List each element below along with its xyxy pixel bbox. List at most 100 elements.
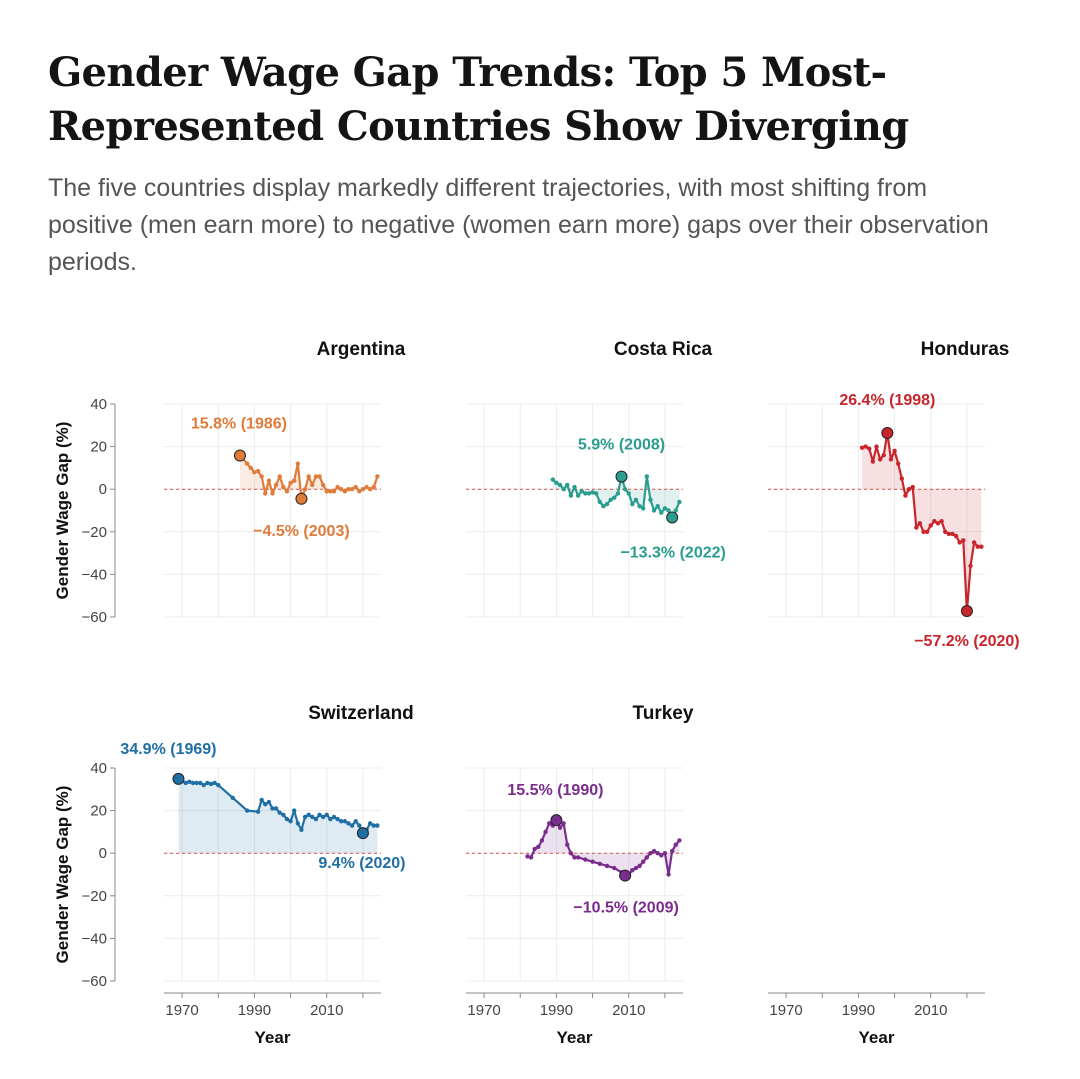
data-point [306,812,311,818]
data-point [281,812,286,818]
extreme-marker [619,869,632,882]
data-point [662,851,668,856]
data-point [557,825,563,830]
data-point [914,525,919,530]
annotation-label: −13.3% (2022) [620,545,725,562]
facet-title: Honduras [921,339,1010,360]
data-point [597,861,603,867]
y-tick-label: 40 [90,396,107,413]
y-tick-label: −20 [82,888,107,905]
data-point [677,838,682,843]
y-tick-label: −20 [82,524,107,541]
data-point [637,504,642,509]
data-point [270,491,275,496]
data-point [252,469,257,475]
data-point [187,779,192,785]
data-point [183,780,188,786]
data-point [943,529,948,534]
data-point [921,529,926,534]
panel-costa-rica: Costa Rica 5.9% (2008) −13.3% (2022) [466,339,726,562]
data-point [295,461,301,466]
data-point [331,489,337,494]
data-point [896,461,901,466]
extreme-marker [295,492,308,505]
data-point [266,478,272,483]
data-point [277,474,282,479]
extreme-marker [615,470,628,483]
data-point [586,491,592,496]
data-point [324,812,329,818]
data-point [957,540,962,545]
data-point [335,816,340,822]
data-point [208,781,214,787]
data-point [637,863,642,869]
data-point [662,506,668,511]
data-point [284,489,290,494]
data-point [313,816,319,822]
data-point [299,827,304,832]
data-point [205,780,210,786]
data-point [917,521,923,526]
data-point [859,445,865,450]
data-point [644,855,650,860]
data-point [317,812,322,818]
data-point [194,780,199,786]
data-point [375,474,380,479]
data-point [666,872,671,877]
data-point [946,531,952,537]
data-point [899,476,905,481]
extreme-marker [233,449,246,462]
data-point [644,474,650,479]
data-point [288,819,293,824]
y-axis-title: Gender Wage Gap (%) [53,422,72,600]
data-point [259,797,264,803]
extreme-marker [550,814,563,827]
data-point [320,482,326,488]
data-point [651,508,657,513]
data-point [626,491,631,496]
data-point [648,497,653,503]
data-point [673,842,678,847]
data-point [302,487,308,492]
data-point [313,474,319,479]
facet-title: Costa Rica [614,339,713,360]
data-point [357,489,362,494]
data-point [604,863,610,869]
data-point [906,487,912,492]
panel-frame-0: 40 20 0 −20 −40 −60 Gender Wage Gap (%) [53,396,381,626]
data-point [590,490,595,495]
data-point [677,499,682,505]
data-point [604,501,610,507]
data-point [928,523,933,528]
annotation-label: 15.5% (1990) [507,782,603,799]
data-point [353,484,358,490]
x-tick-label: 2010 [914,1002,947,1019]
data-point [572,484,577,490]
data-point [568,493,574,498]
data-point [532,846,537,852]
chart-title: Gender Wage Gap Trends: Top 5 Most-Repre… [48,49,909,150]
data-point [543,829,548,835]
data-point [939,518,944,524]
panel-turkey: Turkey 15.5% (1990) −10.5% (2009) [466,703,694,917]
extreme-marker [356,827,369,840]
data-point [331,814,337,820]
panel-frame-4: 1970 1990 2010 Year [466,767,683,1047]
y-tick-label: −60 [82,609,107,626]
data-point [579,489,584,494]
data-point [655,851,660,856]
data-point [673,508,678,513]
data-point [360,487,366,492]
data-point [302,814,308,820]
data-point [655,504,660,509]
data-point [633,865,639,871]
data-point [255,468,261,474]
extreme-marker [881,426,894,439]
data-point [310,482,315,488]
data-point [892,448,897,454]
data-point [367,821,373,826]
data-point [288,480,293,486]
extreme-marker [172,772,185,785]
x-tick-label: 2010 [310,1002,343,1019]
